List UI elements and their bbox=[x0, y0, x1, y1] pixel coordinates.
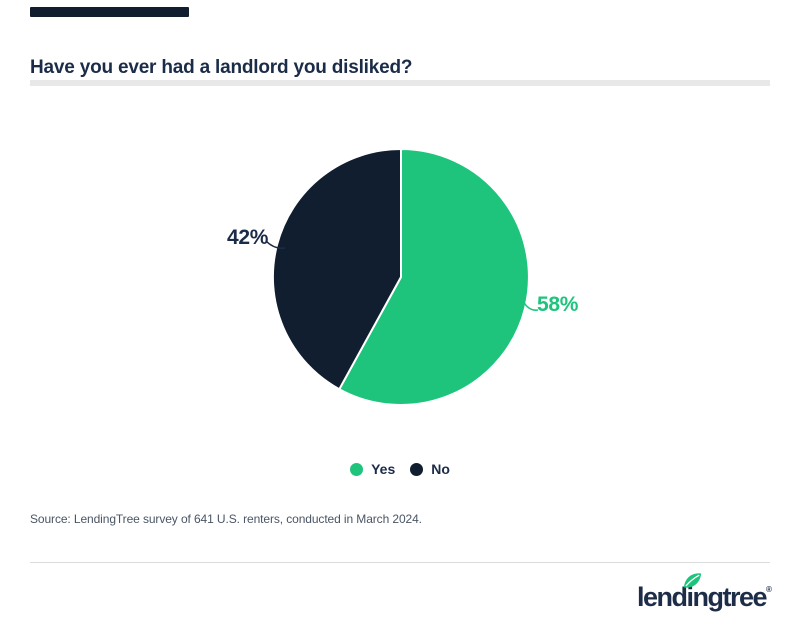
legend-item-no: No bbox=[410, 461, 450, 477]
leaf-icon bbox=[683, 573, 702, 588]
legend-label-no: No bbox=[431, 461, 450, 477]
lendingtree-logo: lendingtree® bbox=[637, 573, 772, 612]
legend-dot-no bbox=[410, 462, 424, 476]
pie-label-yes: 58% bbox=[537, 293, 579, 316]
pie-svg bbox=[271, 148, 530, 406]
chart-title: Have you ever had a landlord you dislike… bbox=[30, 56, 413, 78]
registered-trademark: ® bbox=[766, 585, 772, 594]
legend-dot-yes bbox=[350, 462, 364, 476]
legend-item-yes: Yes bbox=[350, 461, 395, 477]
legend: Yes No bbox=[0, 455, 800, 483]
legend-label-yes: Yes bbox=[371, 461, 396, 477]
title-divider bbox=[30, 80, 770, 86]
top-accent-bar bbox=[30, 7, 189, 17]
pie-label-no: 42% bbox=[227, 226, 269, 249]
pie-chart: 42% 58% bbox=[0, 130, 800, 440]
source-caption: Source: LendingTree survey of 641 U.S. r… bbox=[30, 512, 422, 526]
logo-wordmark: lendingtree bbox=[637, 582, 768, 612]
footer-divider bbox=[30, 562, 770, 563]
